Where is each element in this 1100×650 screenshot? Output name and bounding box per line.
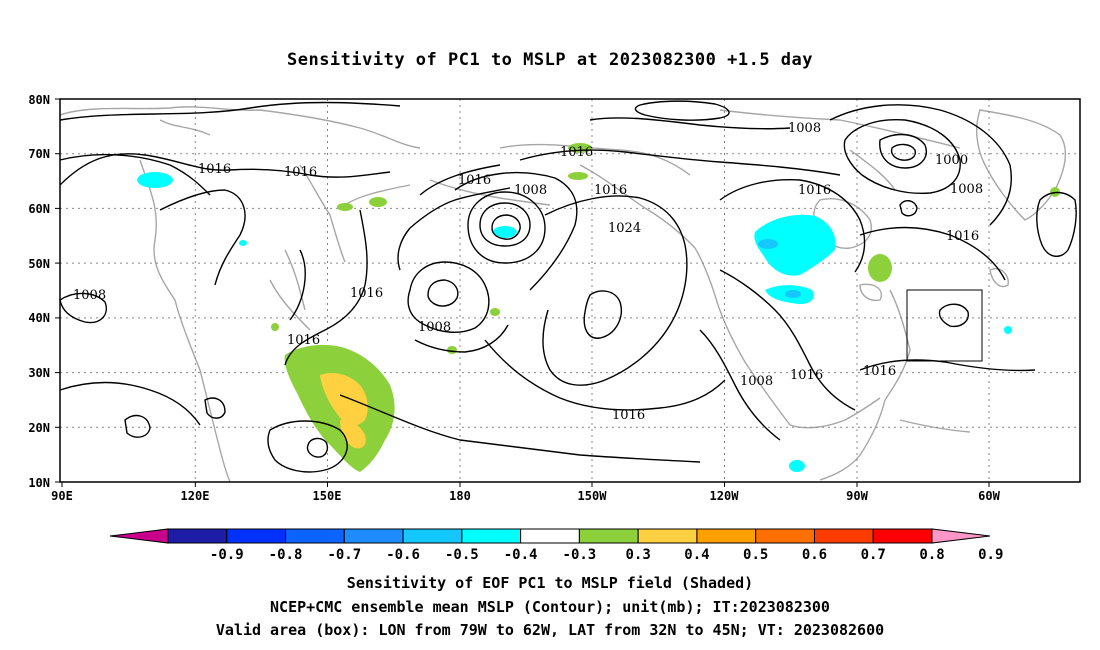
- lat-tick-label: 50N: [28, 257, 50, 271]
- contour-label: 1016: [287, 333, 320, 348]
- colorbar-tick-label: 0.6: [802, 547, 827, 563]
- colorbar-tick-label: 0.5: [743, 547, 768, 563]
- map-frame: [59, 98, 1081, 483]
- negative-patch-pacific-low: [493, 226, 517, 238]
- negative-patch-asia: [239, 240, 247, 246]
- negative-patch-siberia: [137, 172, 173, 188]
- colorbar-swatch: [520, 528, 580, 544]
- positive-patch-9: [271, 323, 279, 331]
- colorbar-tick-label: 0.3: [626, 547, 651, 563]
- lat-tick-label: 70N: [28, 147, 50, 161]
- contour-label: 1008: [514, 183, 547, 198]
- colorbar-tick-label: -0.9: [210, 547, 244, 563]
- colorbar-tick-label: 0.7: [861, 547, 886, 563]
- footer-caption-line-1: Sensitivity of EOF PC1 to MSLP field (Sh…: [346, 574, 754, 592]
- colorbar-swatch: [461, 528, 522, 544]
- colorbar: [109, 528, 991, 544]
- negative-patch-east-pacific: [789, 460, 805, 472]
- colorbar-triangle-right: [931, 528, 991, 544]
- negative-patch-atlantic: [1004, 326, 1012, 334]
- lat-tick-label: 60N: [28, 202, 50, 216]
- colorbar-swatch: [755, 528, 815, 544]
- positive-patch-7: [447, 346, 457, 354]
- contour-label: 1008: [418, 320, 451, 335]
- contour-label: 1016: [560, 145, 593, 160]
- contour-label: 1008: [73, 288, 106, 303]
- positive-core-west-pacific: [320, 373, 368, 426]
- positive-patch-1: [868, 254, 892, 282]
- lat-tick-label: 10N: [28, 476, 50, 490]
- colorbar-swatch: [813, 528, 874, 544]
- longitude-axis: 90E 120E 150E 180 150W 120W 90W 60W: [51, 482, 1001, 503]
- colorbar-tick-label: -0.5: [445, 547, 479, 563]
- contour-label: 1016: [946, 229, 979, 244]
- positive-patch-3: [369, 197, 387, 207]
- colorbar-swatch: [402, 528, 463, 544]
- lon-tick-label: 90W: [846, 489, 868, 503]
- contour-label: 1016: [863, 364, 896, 379]
- colorbar-swatch: [285, 528, 345, 544]
- valid-area-box: [906, 289, 983, 362]
- contour-label: 1016: [350, 286, 383, 301]
- lat-tick-label: 30N: [28, 366, 50, 380]
- colorbar-triangle-left: [109, 528, 169, 544]
- colorbar-tick-label: 0.9: [978, 547, 1003, 563]
- map-title: Sensitivity of PC1 to MSLP at 2023082300…: [286, 50, 813, 70]
- contour-label: 1016: [284, 165, 317, 180]
- lat-tick-label: 40N: [28, 311, 50, 325]
- colorbar-swatch: [167, 528, 228, 544]
- lon-tick-label: 60W: [978, 489, 1000, 503]
- colorbar-tick-label: -0.8: [269, 547, 303, 563]
- colorbar-tick-label: -0.6: [386, 547, 420, 563]
- contour-label: 1024: [608, 221, 641, 236]
- lat-tick-label: 80N: [28, 93, 50, 107]
- lon-tick-label: 90E: [51, 489, 73, 503]
- negative-core-north-america: [785, 290, 801, 298]
- lon-tick-label: 150E: [313, 489, 342, 503]
- negative-core-north-america-2: [758, 239, 778, 249]
- contour-labels: 1016 1016 1016 1008 1016 1024 1008 1000 …: [73, 121, 983, 423]
- colorbar-swatch: [226, 528, 287, 544]
- contour-label: 1016: [198, 162, 231, 177]
- lat-tick-label: 20N: [28, 421, 50, 435]
- lon-tick-label: 150W: [578, 489, 608, 503]
- sensitivity-shading: [137, 143, 1060, 472]
- contour-label: 1016: [790, 368, 823, 383]
- lon-tick-label: 120E: [181, 489, 210, 503]
- footer-caption-line-2: NCEP+CMC ensemble mean MSLP (Contour); u…: [270, 598, 830, 616]
- colorbar-labels: -0.9 -0.8 -0.7 -0.6 -0.5 -0.4 -0.3 0.3 0.4 0.5 0.6…: [210, 547, 1004, 563]
- positive-patch-4: [337, 203, 353, 211]
- colorbar-swatch: [872, 528, 933, 544]
- mslp-contours: [59, 100, 1077, 473]
- colorbar-tick-label: -0.3: [563, 547, 597, 563]
- contour-label: 1008: [950, 182, 983, 197]
- contour-label: 1008: [788, 121, 821, 136]
- contour-label: 1000: [935, 153, 968, 168]
- latitude-axis: 80N 70N 60N 50N 40N 30N 20N 10N: [28, 93, 60, 490]
- colorbar-tick-label: 0.8: [919, 547, 944, 563]
- colorbar-tick-label: -0.4: [504, 547, 538, 563]
- contour-label: 1016: [612, 408, 645, 423]
- lon-tick-label: 180: [449, 489, 471, 503]
- contour-label: 1016: [458, 173, 491, 188]
- colorbar-swatch: [343, 528, 404, 544]
- positive-patch-6: [490, 308, 500, 316]
- colorbar-swatch: [578, 528, 639, 544]
- negative-region-north-america: [754, 214, 836, 276]
- lon-tick-label: 120W: [710, 489, 740, 503]
- contour-label: 1008: [740, 374, 773, 389]
- colorbar-swatch: [637, 528, 698, 544]
- contour-label: 1016: [798, 183, 831, 198]
- positive-patch-5: [568, 172, 588, 180]
- colorbar-tick-label: -0.7: [327, 547, 361, 563]
- colorbar-tick-label: 0.4: [684, 547, 709, 563]
- colorbar-swatch: [696, 528, 757, 544]
- contour-label: 1016: [594, 183, 627, 198]
- graticule: [60, 99, 1080, 482]
- footer-caption-line-3: Valid area (box): LON from 79W to 62W, L…: [215, 621, 885, 639]
